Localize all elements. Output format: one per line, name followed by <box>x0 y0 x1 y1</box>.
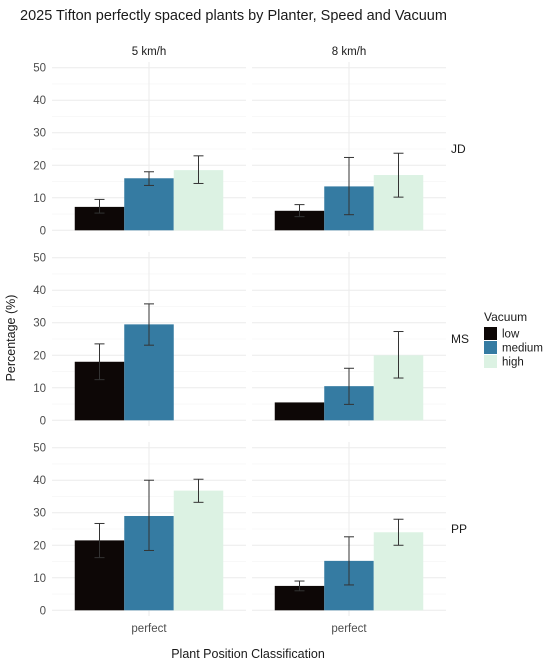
legend-swatch-high <box>484 355 497 368</box>
y-tick-label: 20 <box>33 540 46 552</box>
bar-low <box>274 402 325 421</box>
facet-column-label: 8 km/h <box>332 46 367 58</box>
x-tick-label: perfect <box>131 623 167 635</box>
legend-label: low <box>502 329 520 341</box>
chart-title: 2025 Tifton perfectly spaced plants by P… <box>20 8 447 24</box>
y-tick-label: 10 <box>33 383 46 395</box>
y-tick-label: 0 <box>40 605 46 617</box>
facet-panels: 5 km/h 8 km/h JD MS PP 0 10 20 30 40 50 0 10 20 30 40 50… <box>33 46 469 635</box>
legend-label: medium <box>502 343 543 355</box>
facet-row-label: PP <box>451 522 467 536</box>
legend-swatch-low <box>484 327 497 340</box>
bar-low <box>274 210 325 231</box>
y-tick-label: 10 <box>33 193 46 205</box>
facet-row-label: JD <box>451 142 466 156</box>
y-tick-label: 10 <box>33 573 46 585</box>
y-tick-label: 50 <box>33 63 46 75</box>
bar-medium <box>124 178 174 231</box>
y-tick-label: 0 <box>40 225 46 237</box>
facet-column-label: 5 km/h <box>132 46 167 58</box>
y-axis-label: Percentage (%) <box>4 295 18 382</box>
x-tick-label: perfect <box>331 623 367 635</box>
y-tick-label: 0 <box>40 415 46 427</box>
bar-high <box>173 490 224 611</box>
y-tick-label: 20 <box>33 350 46 362</box>
y-tick-label: 30 <box>33 508 46 520</box>
legend-swatch-medium <box>484 341 497 354</box>
bar-low <box>74 206 125 231</box>
y-tick-label: 50 <box>33 443 46 455</box>
y-tick-label: 40 <box>33 95 46 107</box>
facet-row-label: MS <box>451 332 469 346</box>
legend-title: Vacuum <box>484 310 527 324</box>
y-tick-label: 40 <box>33 285 46 297</box>
x-axis-label: Plant Position Classification <box>171 647 325 661</box>
y-tick-label: 40 <box>33 475 46 487</box>
y-tick-label: 50 <box>33 253 46 265</box>
y-tick-label: 30 <box>33 318 46 330</box>
legend: Vacuum low medium high <box>484 310 543 369</box>
legend-label: high <box>502 357 524 369</box>
y-tick-label: 20 <box>33 160 46 172</box>
y-tick-label: 30 <box>33 128 46 140</box>
